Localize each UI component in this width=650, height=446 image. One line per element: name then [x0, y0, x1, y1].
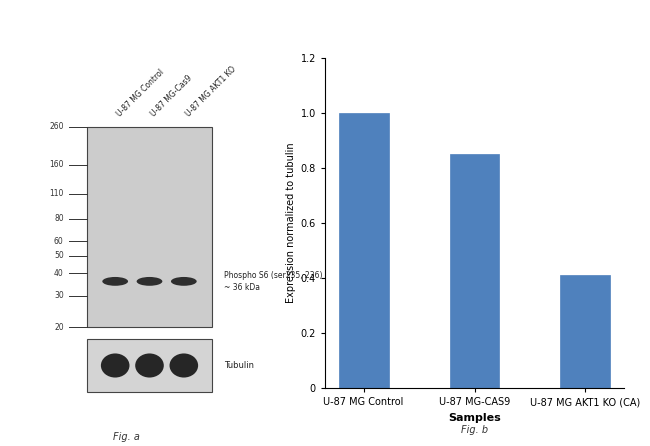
Text: U-87 MG AKT1 KO: U-87 MG AKT1 KO	[184, 65, 237, 119]
Text: 80: 80	[54, 215, 64, 223]
Text: 260: 260	[49, 122, 64, 131]
Bar	[560, 275, 610, 388]
Ellipse shape	[170, 353, 198, 377]
Text: 30: 30	[54, 291, 64, 300]
Ellipse shape	[136, 277, 162, 286]
Text: U-87 MG-Cas9: U-87 MG-Cas9	[150, 74, 194, 119]
Text: 50: 50	[54, 251, 64, 260]
Text: 20: 20	[54, 323, 64, 332]
Ellipse shape	[171, 277, 197, 286]
Text: Tubulin: Tubulin	[224, 361, 254, 370]
Bar	[86, 339, 213, 392]
Text: Phospho S6 (ser235, 236)
~ 36 kDa: Phospho S6 (ser235, 236) ~ 36 kDa	[224, 271, 322, 292]
Bar	[339, 113, 389, 388]
Y-axis label: Expression normalized to tubulin: Expression normalized to tubulin	[287, 143, 296, 303]
Text: 160: 160	[49, 160, 64, 169]
X-axis label: Samples: Samples	[448, 413, 501, 423]
Ellipse shape	[101, 353, 129, 377]
Ellipse shape	[102, 277, 128, 286]
Text: Fig. a: Fig. a	[113, 432, 140, 442]
Text: U-87 MG Control: U-87 MG Control	[115, 68, 166, 119]
Text: 110: 110	[49, 190, 64, 198]
Bar	[86, 127, 213, 327]
Text: Fig. b: Fig. b	[461, 425, 488, 435]
Ellipse shape	[135, 353, 164, 377]
Text: 60: 60	[54, 237, 64, 246]
Bar	[450, 154, 499, 388]
Text: 40: 40	[54, 268, 64, 277]
